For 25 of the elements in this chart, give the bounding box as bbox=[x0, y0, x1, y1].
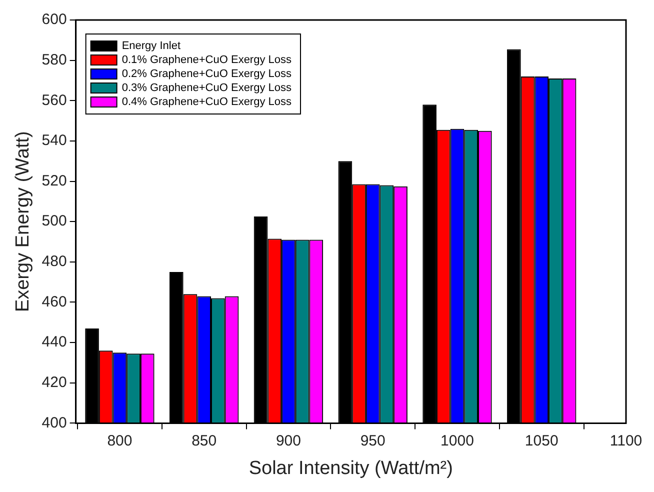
x-tick-label: 900 bbox=[276, 432, 301, 450]
legend-label: 0.1% Graphene+CuO Exergy Loss bbox=[122, 54, 292, 66]
x-tick-label: 850 bbox=[192, 432, 217, 450]
y-axis-title: Exergy Energy (Watt) bbox=[12, 131, 34, 312]
x-tick-label: 800 bbox=[107, 432, 132, 450]
y-tick-label: 460 bbox=[42, 293, 67, 310]
y-tick-label: 440 bbox=[42, 334, 67, 351]
y-tick-label: 520 bbox=[42, 172, 67, 190]
x-tick-label: 950 bbox=[360, 432, 386, 450]
x-tick-label: 1100 bbox=[610, 432, 642, 450]
x-tick-label: 1000 bbox=[440, 432, 474, 450]
legend-label: Energy Inlet bbox=[122, 40, 181, 52]
y-tick-label: 480 bbox=[42, 253, 67, 270]
x-tick-label: 1050 bbox=[524, 432, 558, 450]
legend-label: 0.2% Graphene+CuO Exergy Loss bbox=[122, 68, 292, 80]
y-tick-label: 500 bbox=[42, 212, 67, 230]
legend-label: 0.3% Graphene+CuO Exergy Loss bbox=[122, 82, 292, 94]
y-tick-label: 400 bbox=[42, 414, 67, 432]
y-tick-label: 580 bbox=[42, 51, 67, 68]
y-tick-label: 420 bbox=[42, 374, 67, 392]
x-axis-title: Solar Intensity (Watt/m²) bbox=[248, 458, 453, 479]
y-tick-label: 540 bbox=[42, 132, 67, 150]
y-tick-label: 560 bbox=[42, 92, 67, 109]
y-tick-label: 600 bbox=[42, 11, 67, 28]
legend-label: 0.4% Graphene+CuO Exergy Loss bbox=[122, 96, 292, 108]
